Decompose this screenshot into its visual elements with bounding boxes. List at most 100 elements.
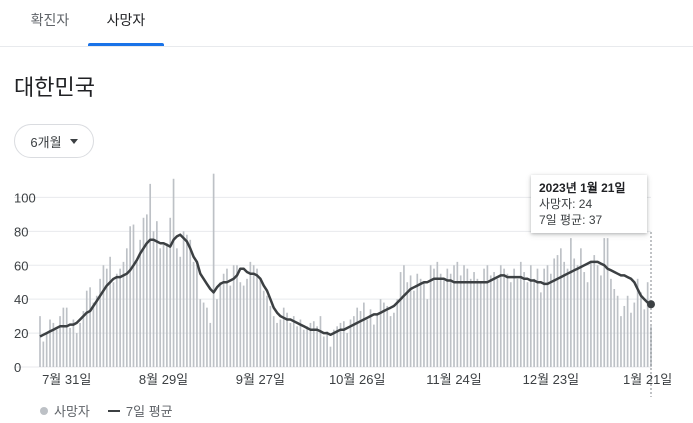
bar: [630, 312, 632, 367]
bar: [299, 319, 302, 367]
bar: [186, 234, 188, 367]
bar: [309, 322, 312, 367]
bar: [246, 278, 248, 367]
bar: [616, 295, 619, 367]
tooltip-deaths: 사망자: 24: [539, 197, 593, 211]
bar: [469, 278, 472, 367]
bar: [329, 346, 332, 367]
tooltip-date: 2023년 1월 21일: [539, 181, 626, 195]
bar: [409, 275, 412, 367]
bar: [125, 248, 128, 367]
bar: [493, 272, 495, 367]
bar: [386, 305, 389, 367]
x-tick-label: 11월 24일: [426, 372, 482, 387]
bar: [610, 278, 612, 367]
y-tick-label: 100: [14, 190, 36, 205]
bar: [332, 329, 335, 367]
bar: [252, 265, 255, 367]
bar: [156, 221, 158, 367]
bar: [413, 290, 415, 367]
bar: [419, 278, 422, 367]
bar: [416, 273, 419, 367]
bar: [580, 248, 582, 367]
bar: [393, 312, 395, 367]
bar: [109, 256, 111, 367]
bar: [366, 319, 369, 367]
bar: [489, 275, 492, 367]
x-tick-label: 10월 26일: [329, 372, 385, 387]
bar: [296, 326, 298, 367]
bar: [359, 311, 362, 367]
region-title: 대한민국: [14, 75, 95, 100]
bar: [212, 173, 215, 367]
bar: [446, 268, 449, 367]
bar: [62, 307, 65, 367]
bar: [272, 316, 275, 367]
bar: [216, 299, 218, 367]
bar: [536, 268, 539, 367]
chart-tooltip: 2023년 1월 21일 사망자: 24 7일 평균: 37: [531, 175, 647, 233]
x-tick-label: 1월 21일: [623, 372, 672, 387]
bar: [436, 261, 439, 367]
bar: [59, 316, 61, 367]
bar: [626, 295, 629, 367]
bar: [356, 307, 359, 367]
bar: [560, 248, 562, 367]
bar: [152, 231, 155, 367]
caret-down-icon: [69, 138, 78, 144]
bar: [426, 299, 429, 367]
bar: [75, 333, 78, 367]
chart-legend: 사망자 7일 평균: [40, 401, 173, 420]
bar: [229, 285, 232, 367]
bar: [69, 328, 71, 367]
bar: [453, 265, 455, 367]
bar: [399, 272, 402, 367]
tab-confirmed[interactable]: 확진자: [30, 12, 70, 28]
bar: [122, 261, 125, 367]
bar: [403, 265, 405, 367]
bar: [139, 239, 141, 367]
bar: [636, 278, 639, 367]
bar: [376, 314, 379, 367]
bar: [506, 273, 509, 367]
bar: [600, 275, 602, 367]
bar: [449, 273, 452, 367]
bar: [346, 333, 349, 367]
legend-dot-icon: [40, 406, 48, 415]
bar: [349, 319, 352, 367]
y-tick-label: 20: [14, 326, 28, 341]
bar: [526, 282, 529, 367]
bar: [566, 268, 569, 367]
bar: [266, 295, 268, 367]
bar: [169, 217, 172, 367]
tooltip-avg-label: 7일 평균: [539, 213, 583, 227]
bar: [232, 265, 235, 367]
bar: [583, 272, 586, 367]
bar: [105, 268, 108, 367]
bar: [523, 272, 525, 367]
bar: [259, 278, 262, 367]
bar: [182, 231, 185, 367]
bar: [646, 282, 649, 367]
bar: [473, 272, 475, 367]
tab-deaths[interactable]: 사망자: [88, 0, 164, 46]
bar: [172, 178, 175, 367]
y-tick-label: 80: [14, 224, 28, 239]
bar: [369, 309, 372, 367]
bar: [112, 282, 115, 367]
bar: [456, 261, 459, 367]
bar: [516, 278, 519, 367]
legend-avg-label: 7일 평균: [125, 404, 173, 419]
range-dropdown[interactable]: 6개월: [14, 124, 94, 158]
tooltip-average: 7일 평균: 37: [539, 213, 603, 227]
bar: [543, 268, 545, 367]
bar: [282, 307, 285, 367]
bar: [620, 316, 622, 367]
bar: [322, 336, 325, 367]
bar: [519, 261, 522, 367]
bar: [439, 273, 442, 367]
bar: [149, 183, 152, 367]
bar: [336, 326, 338, 367]
x-tick-label: 8월 29일: [139, 372, 188, 387]
bar: [613, 289, 616, 367]
